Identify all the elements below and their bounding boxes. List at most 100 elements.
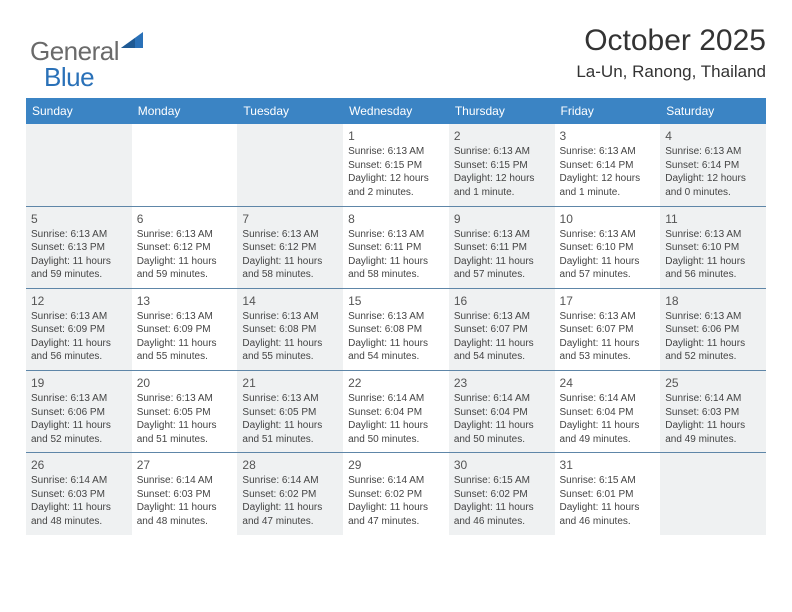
sunrise-text: Sunrise: 6:13 AM [137, 228, 233, 242]
sunset-text: Sunset: 6:03 PM [665, 406, 761, 420]
sunset-text: Sunset: 6:08 PM [242, 323, 338, 337]
day-header: Sunday [26, 98, 132, 124]
sunset-text: Sunset: 6:11 PM [454, 241, 550, 255]
daylight-text: Daylight: 11 hours and 50 minutes. [348, 419, 444, 446]
day-number: 11 [665, 211, 761, 227]
daylight-text: Daylight: 11 hours and 47 minutes. [348, 501, 444, 528]
day-number: 4 [665, 128, 761, 144]
daylight-text: Daylight: 11 hours and 57 minutes. [560, 255, 656, 282]
calendar-cell: 19Sunrise: 6:13 AMSunset: 6:06 PMDayligh… [26, 370, 132, 452]
sunrise-text: Sunrise: 6:13 AM [560, 228, 656, 242]
sunset-text: Sunset: 6:05 PM [137, 406, 233, 420]
daylight-text: Daylight: 11 hours and 59 minutes. [31, 255, 127, 282]
daylight-text: Daylight: 12 hours and 1 minute. [454, 172, 550, 199]
sunrise-text: Sunrise: 6:14 AM [348, 474, 444, 488]
calendar-cell: 26Sunrise: 6:14 AMSunset: 6:03 PMDayligh… [26, 453, 132, 535]
day-number: 13 [137, 293, 233, 309]
sunset-text: Sunset: 6:13 PM [31, 241, 127, 255]
daylight-text: Daylight: 12 hours and 1 minute. [560, 172, 656, 199]
sunrise-text: Sunrise: 6:13 AM [242, 310, 338, 324]
calendar-cell: 1Sunrise: 6:13 AMSunset: 6:15 PMDaylight… [343, 124, 449, 206]
calendar-cell: 27Sunrise: 6:14 AMSunset: 6:03 PMDayligh… [132, 453, 238, 535]
sunrise-text: Sunrise: 6:13 AM [348, 310, 444, 324]
calendar-cell: 24Sunrise: 6:14 AMSunset: 6:04 PMDayligh… [555, 370, 661, 452]
sunset-text: Sunset: 6:15 PM [348, 159, 444, 173]
sunset-text: Sunset: 6:08 PM [348, 323, 444, 337]
daylight-text: Daylight: 11 hours and 47 minutes. [242, 501, 338, 528]
day-number: 8 [348, 211, 444, 227]
sunrise-text: Sunrise: 6:13 AM [560, 310, 656, 324]
calendar-cell: 11Sunrise: 6:13 AMSunset: 6:10 PMDayligh… [660, 206, 766, 288]
daylight-text: Daylight: 11 hours and 48 minutes. [31, 501, 127, 528]
day-number: 6 [137, 211, 233, 227]
daylight-text: Daylight: 12 hours and 2 minutes. [348, 172, 444, 199]
daylight-text: Daylight: 11 hours and 54 minutes. [348, 337, 444, 364]
sunrise-text: Sunrise: 6:14 AM [665, 392, 761, 406]
calendar-cell: 25Sunrise: 6:14 AMSunset: 6:03 PMDayligh… [660, 370, 766, 452]
calendar-week-row: 26Sunrise: 6:14 AMSunset: 6:03 PMDayligh… [26, 453, 766, 535]
day-number: 15 [348, 293, 444, 309]
day-number: 10 [560, 211, 656, 227]
sunset-text: Sunset: 6:01 PM [560, 488, 656, 502]
sunrise-text: Sunrise: 6:13 AM [31, 228, 127, 242]
day-header: Tuesday [237, 98, 343, 124]
sunset-text: Sunset: 6:12 PM [137, 241, 233, 255]
sunset-text: Sunset: 6:15 PM [454, 159, 550, 173]
day-number: 29 [348, 457, 444, 473]
sunrise-text: Sunrise: 6:13 AM [665, 228, 761, 242]
sunrise-text: Sunrise: 6:14 AM [454, 392, 550, 406]
sunset-text: Sunset: 6:07 PM [454, 323, 550, 337]
sunrise-text: Sunrise: 6:13 AM [137, 310, 233, 324]
day-number: 5 [31, 211, 127, 227]
sunrise-text: Sunrise: 6:15 AM [454, 474, 550, 488]
calendar-cell: 15Sunrise: 6:13 AMSunset: 6:08 PMDayligh… [343, 288, 449, 370]
day-number: 23 [454, 375, 550, 391]
calendar-cell [26, 124, 132, 206]
logo-text-blue: Blue [44, 62, 94, 92]
daylight-text: Daylight: 12 hours and 0 minutes. [665, 172, 761, 199]
sunset-text: Sunset: 6:02 PM [348, 488, 444, 502]
sunrise-text: Sunrise: 6:14 AM [242, 474, 338, 488]
sunrise-text: Sunrise: 6:15 AM [560, 474, 656, 488]
day-number: 22 [348, 375, 444, 391]
calendar-cell: 14Sunrise: 6:13 AMSunset: 6:08 PMDayligh… [237, 288, 343, 370]
calendar-cell: 3Sunrise: 6:13 AMSunset: 6:14 PMDaylight… [555, 124, 661, 206]
day-header: Saturday [660, 98, 766, 124]
calendar-week-row: 5Sunrise: 6:13 AMSunset: 6:13 PMDaylight… [26, 206, 766, 288]
calendar-cell: 7Sunrise: 6:13 AMSunset: 6:12 PMDaylight… [237, 206, 343, 288]
sunrise-text: Sunrise: 6:13 AM [560, 145, 656, 159]
calendar-cell: 22Sunrise: 6:14 AMSunset: 6:04 PMDayligh… [343, 370, 449, 452]
day-number: 7 [242, 211, 338, 227]
sunset-text: Sunset: 6:03 PM [31, 488, 127, 502]
sunrise-text: Sunrise: 6:13 AM [348, 228, 444, 242]
calendar-table: SundayMondayTuesdayWednesdayThursdayFrid… [26, 98, 766, 535]
sunrise-text: Sunrise: 6:13 AM [31, 392, 127, 406]
calendar-week-row: 19Sunrise: 6:13 AMSunset: 6:06 PMDayligh… [26, 370, 766, 452]
sunrise-text: Sunrise: 6:13 AM [31, 310, 127, 324]
calendar-cell: 31Sunrise: 6:15 AMSunset: 6:01 PMDayligh… [555, 453, 661, 535]
sunset-text: Sunset: 6:04 PM [348, 406, 444, 420]
daylight-text: Daylight: 11 hours and 51 minutes. [242, 419, 338, 446]
calendar-cell: 2Sunrise: 6:13 AMSunset: 6:15 PMDaylight… [449, 124, 555, 206]
sunset-text: Sunset: 6:14 PM [665, 159, 761, 173]
sunrise-text: Sunrise: 6:13 AM [665, 310, 761, 324]
calendar-cell: 6Sunrise: 6:13 AMSunset: 6:12 PMDaylight… [132, 206, 238, 288]
daylight-text: Daylight: 11 hours and 46 minutes. [560, 501, 656, 528]
sunrise-text: Sunrise: 6:13 AM [454, 145, 550, 159]
day-number: 24 [560, 375, 656, 391]
calendar-week-row: 12Sunrise: 6:13 AMSunset: 6:09 PMDayligh… [26, 288, 766, 370]
daylight-text: Daylight: 11 hours and 57 minutes. [454, 255, 550, 282]
daylight-text: Daylight: 11 hours and 50 minutes. [454, 419, 550, 446]
sunrise-text: Sunrise: 6:14 AM [31, 474, 127, 488]
daylight-text: Daylight: 11 hours and 46 minutes. [454, 501, 550, 528]
daylight-text: Daylight: 11 hours and 48 minutes. [137, 501, 233, 528]
sunset-text: Sunset: 6:12 PM [242, 241, 338, 255]
day-number: 12 [31, 293, 127, 309]
daylight-text: Daylight: 11 hours and 49 minutes. [665, 419, 761, 446]
daylight-text: Daylight: 11 hours and 52 minutes. [665, 337, 761, 364]
calendar-cell [132, 124, 238, 206]
sunset-text: Sunset: 6:02 PM [242, 488, 338, 502]
sunset-text: Sunset: 6:11 PM [348, 241, 444, 255]
calendar-cell: 12Sunrise: 6:13 AMSunset: 6:09 PMDayligh… [26, 288, 132, 370]
sunrise-text: Sunrise: 6:14 AM [137, 474, 233, 488]
